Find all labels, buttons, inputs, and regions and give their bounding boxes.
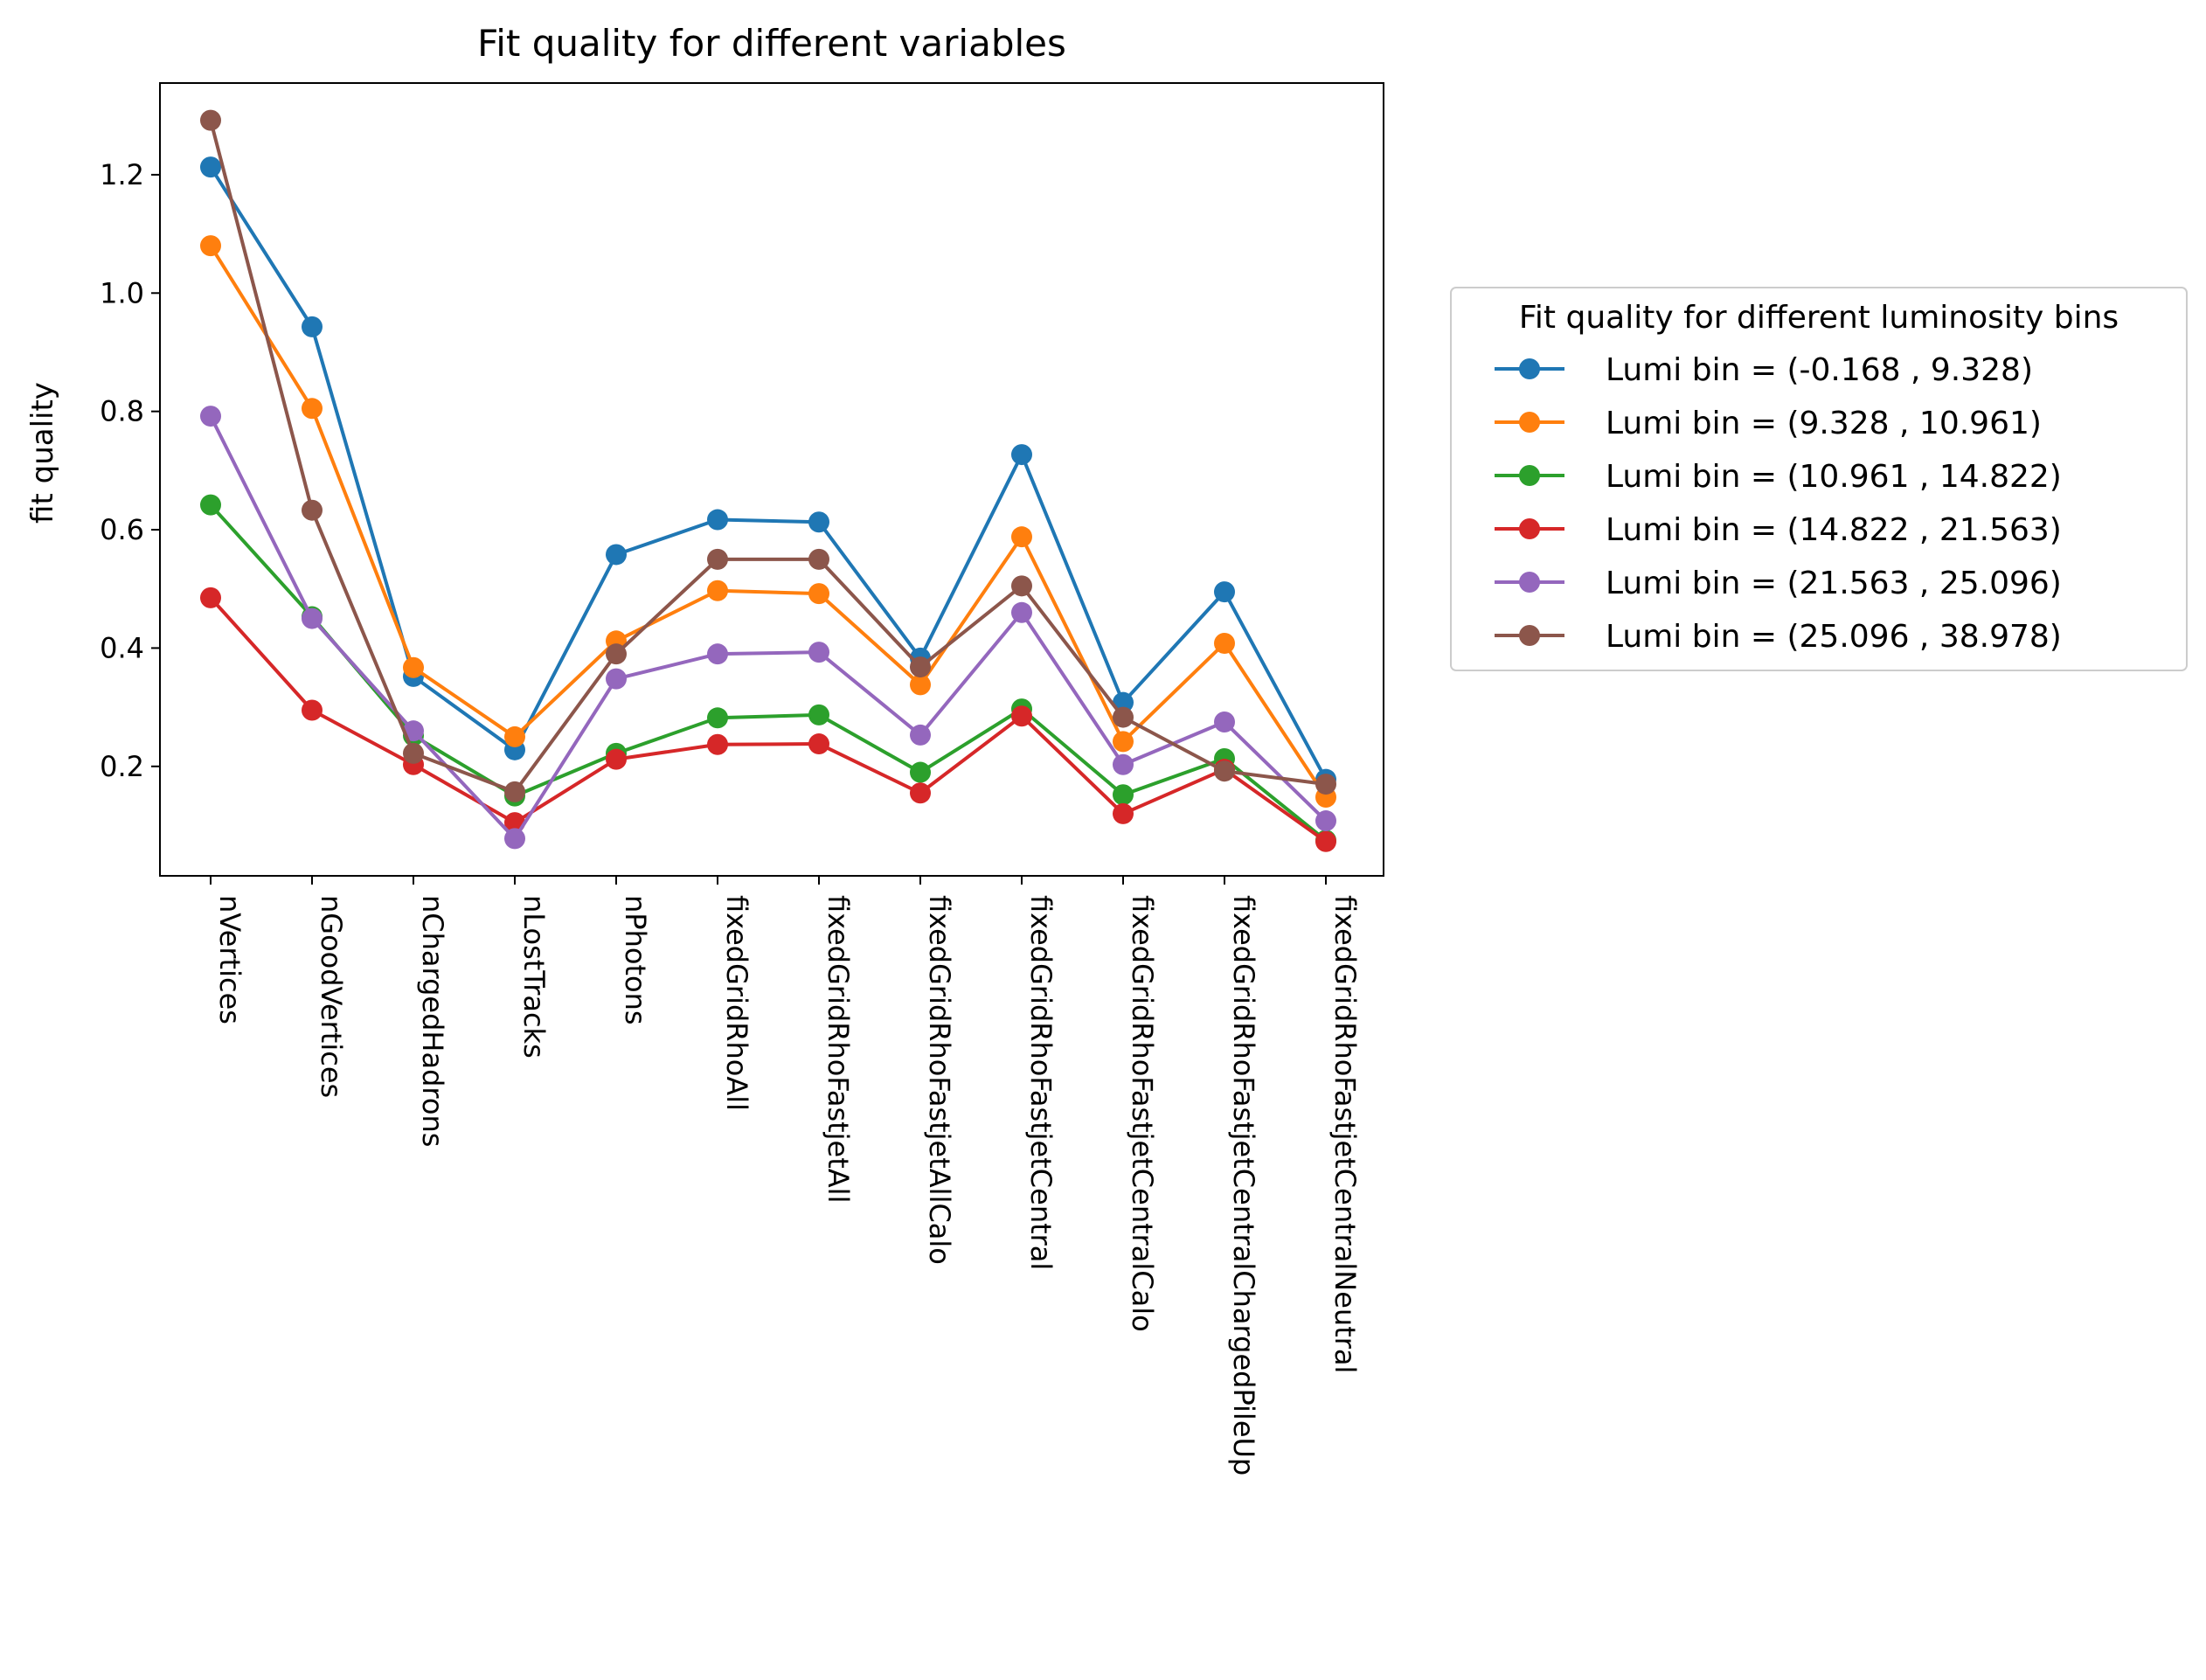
- legend-swatch-marker: [1519, 572, 1540, 593]
- legend: Fit quality for different luminosity bin…: [1450, 287, 2188, 671]
- data-point: [200, 235, 221, 257]
- data-point: [910, 656, 931, 678]
- data-point: [1113, 802, 1134, 824]
- legend-label: Lumi bin = (25.096 , 38.978): [1606, 619, 2062, 655]
- x-tick-label: fixedGridRhoFastjetCentral: [1024, 895, 1058, 1270]
- data-point: [200, 109, 221, 131]
- x-tick-label: fixedGridRhoFastjetAllCalo: [923, 895, 956, 1265]
- data-point: [808, 704, 829, 725]
- x-tick-label: fixedGridRhoFastjetAll: [822, 895, 855, 1203]
- data-point: [1214, 712, 1235, 733]
- data-point: [808, 642, 829, 663]
- x-tick-label: fixedGridRhoFastjetCentralNeutral: [1328, 895, 1362, 1373]
- series-line-5: [209, 120, 1327, 794]
- y-tick-label: 0.6: [100, 513, 144, 546]
- data-point: [200, 494, 221, 516]
- data-point: [1214, 760, 1235, 782]
- data-point: [808, 733, 829, 755]
- y-tick-label: 1.0: [100, 276, 144, 309]
- data-point: [606, 668, 627, 690]
- data-point: [606, 748, 627, 770]
- data-point: [707, 509, 728, 531]
- legend-box: [1450, 287, 2188, 671]
- data-point: [1315, 830, 1336, 852]
- legend-label: Lumi bin = (14.822 , 21.563): [1606, 512, 2062, 548]
- data-point: [302, 499, 323, 521]
- data-point: [1011, 444, 1032, 466]
- data-point: [403, 742, 424, 764]
- series-line-4: [209, 415, 1328, 841]
- x-tick-label: nLostTracks: [517, 895, 551, 1059]
- y-tick-label: 0.4: [100, 631, 144, 664]
- data-point: [1113, 706, 1134, 728]
- y-tick-label: 0.2: [100, 750, 144, 783]
- x-tick-label: nGoodVertices: [315, 895, 348, 1098]
- legend-label: Lumi bin = (10.961 , 14.822): [1606, 459, 2062, 495]
- x-tick-label: fixedGridRhoFastjetCentralChargedPileUp: [1227, 895, 1260, 1475]
- data-point: [302, 398, 323, 420]
- legend-title: Fit quality for different luminosity bin…: [1519, 300, 2119, 336]
- chart-title: Fit quality for different variables: [477, 22, 1066, 65]
- data-point: [1113, 753, 1134, 775]
- series-line-0: [209, 166, 1328, 781]
- data-point: [910, 782, 931, 804]
- data-point: [403, 656, 424, 678]
- data-point: [1011, 601, 1032, 623]
- x-tick-label: fixedGridRhoAll: [720, 895, 753, 1111]
- x-tick-label: fixedGridRhoFastjetCentralCalo: [1126, 895, 1159, 1332]
- data-point: [910, 761, 931, 783]
- plot-area: [200, 109, 1336, 852]
- data-point: [707, 733, 728, 755]
- y-axis-label: fit quality: [25, 382, 60, 524]
- legend-swatch-marker: [1519, 412, 1540, 433]
- data-point: [403, 720, 424, 742]
- data-point: [910, 724, 931, 746]
- data-point: [808, 583, 829, 605]
- x-tick-label: nChargedHadrons: [416, 895, 449, 1147]
- y-tick-label: 1.2: [100, 158, 144, 191]
- data-point: [707, 580, 728, 601]
- legend-entries: Lumi bin = (-0.168 , 9.328) Lumi bin = (9…: [1495, 352, 2062, 655]
- data-point: [1315, 810, 1336, 832]
- y-tick-label: 0.8: [100, 395, 144, 428]
- data-point: [504, 781, 525, 802]
- data-point: [1113, 784, 1134, 806]
- legend-swatch-marker: [1519, 358, 1540, 379]
- data-point: [200, 587, 221, 608]
- legend-swatch-marker: [1519, 625, 1540, 646]
- legend-label: Lumi bin = (9.328 , 10.961): [1606, 406, 2042, 441]
- data-point: [707, 548, 728, 570]
- data-point: [1011, 526, 1032, 548]
- data-point: [504, 725, 525, 747]
- data-point: [504, 828, 525, 850]
- data-point: [707, 707, 728, 729]
- x-tick-label: nPhotons: [619, 895, 652, 1025]
- data-point: [606, 643, 627, 665]
- data-point: [200, 406, 221, 427]
- data-point: [1214, 581, 1235, 603]
- data-point: [1011, 705, 1032, 727]
- data-point: [302, 699, 323, 721]
- data-point: [302, 316, 323, 337]
- data-point: [1214, 632, 1235, 654]
- data-point: [1315, 774, 1336, 795]
- data-point: [808, 548, 829, 570]
- data-point: [302, 607, 323, 629]
- data-point: [1011, 575, 1032, 597]
- series-line-3: [209, 596, 1328, 843]
- data-point: [808, 511, 829, 533]
- data-point: [606, 544, 627, 566]
- legend-label: Lumi bin = (-0.168 , 9.328): [1606, 352, 2033, 388]
- legend-swatch-marker: [1519, 518, 1540, 539]
- data-point: [910, 674, 931, 696]
- legend-label: Lumi bin = (21.563 , 25.096): [1606, 566, 2062, 601]
- plot-frame: [159, 82, 1384, 877]
- x-tick-label: nVertices: [213, 895, 246, 1024]
- data-point: [1113, 731, 1134, 753]
- legend-swatch-marker: [1519, 465, 1540, 486]
- data-point: [200, 156, 221, 178]
- data-point: [707, 643, 728, 665]
